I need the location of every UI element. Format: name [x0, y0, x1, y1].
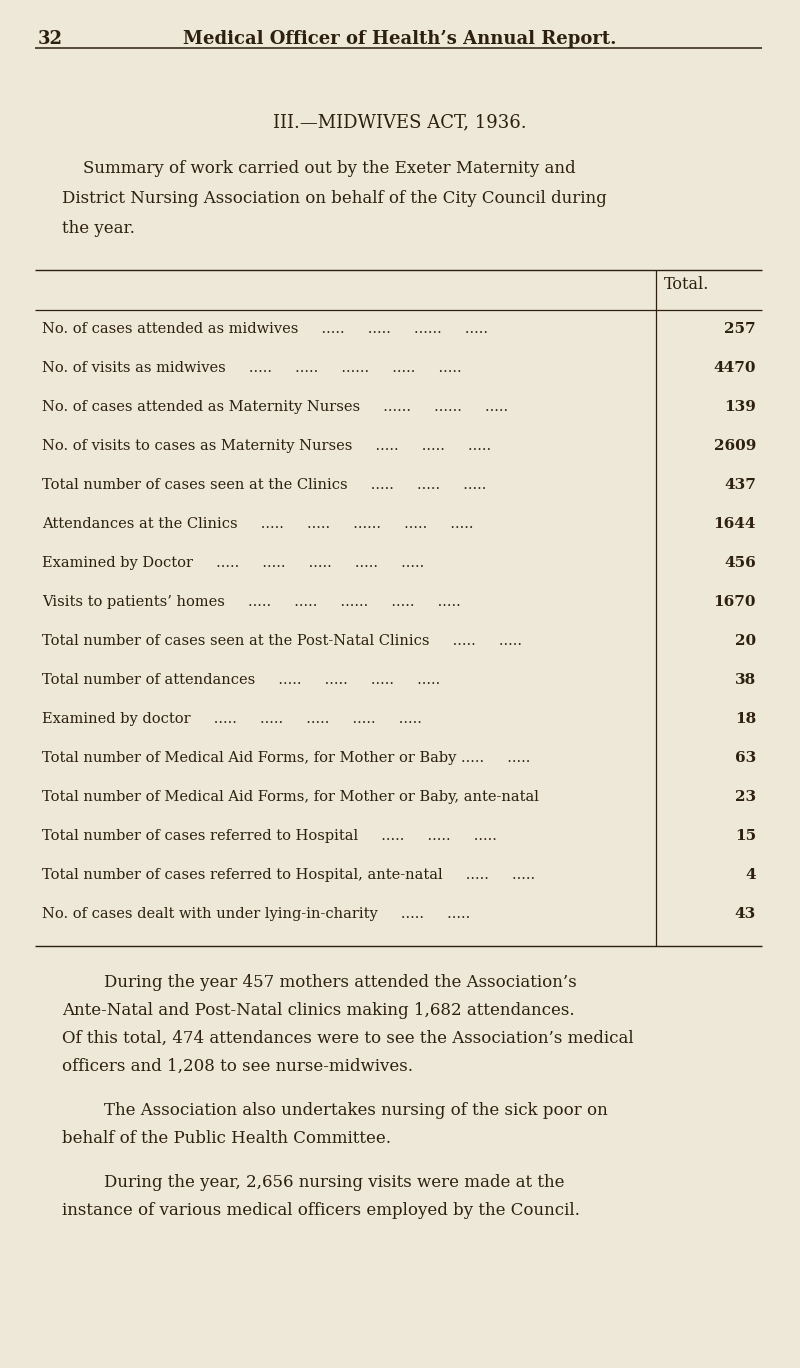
Text: officers and 1,208 to see nurse-midwives.: officers and 1,208 to see nurse-midwives…	[62, 1057, 413, 1075]
Text: Total number of cases referred to Hospital     .....     .....     .....: Total number of cases referred to Hospit…	[42, 829, 497, 843]
Text: No. of visits as midwives     .....     .....     ......     .....     .....: No. of visits as midwives ..... ..... ..…	[42, 361, 462, 375]
Text: the year.: the year.	[62, 220, 135, 237]
Text: No. of cases dealt with under lying-in-charity     .....     .....: No. of cases dealt with under lying-in-c…	[42, 907, 470, 921]
Text: 15: 15	[735, 829, 756, 843]
Text: No. of cases attended as Maternity Nurses     ......     ......     .....: No. of cases attended as Maternity Nurse…	[42, 399, 508, 415]
Text: No. of cases attended as midwives     .....     .....     ......     .....: No. of cases attended as midwives ..... …	[42, 321, 488, 337]
Text: Attendances at the Clinics     .....     .....     ......     .....     .....: Attendances at the Clinics ..... ..... .…	[42, 517, 474, 531]
Text: Examined by Doctor     .....     .....     .....     .....     .....: Examined by Doctor ..... ..... ..... ...…	[42, 555, 424, 570]
Text: Total.: Total.	[664, 276, 710, 293]
Text: Ante-Natal and Post-Natal clinics making 1,682 attendances.: Ante-Natal and Post-Natal clinics making…	[62, 1001, 574, 1019]
Text: 18: 18	[734, 711, 756, 726]
Text: 4: 4	[746, 869, 756, 882]
Text: 456: 456	[724, 555, 756, 570]
Text: Total number of attendances     .....     .....     .....     .....: Total number of attendances ..... ..... …	[42, 673, 440, 687]
Text: 4470: 4470	[714, 361, 756, 375]
Text: 437: 437	[724, 477, 756, 492]
Text: District Nursing Association on behalf of the City Council during: District Nursing Association on behalf o…	[62, 190, 606, 207]
Text: Medical Officer of Health’s Annual Report.: Medical Officer of Health’s Annual Repor…	[183, 30, 617, 48]
Text: 139: 139	[724, 399, 756, 415]
Text: During the year 457 mothers attended the Association’s: During the year 457 mothers attended the…	[62, 974, 577, 990]
Text: 257: 257	[724, 321, 756, 337]
Text: During the year, 2,656 nursing visits were made at the: During the year, 2,656 nursing visits we…	[62, 1174, 565, 1192]
Text: III.—MIDWIVES ACT, 1936.: III.—MIDWIVES ACT, 1936.	[273, 114, 527, 131]
Text: 1670: 1670	[714, 595, 756, 609]
Text: Total number of cases seen at the Post-Natal Clinics     .....     .....: Total number of cases seen at the Post-N…	[42, 633, 522, 648]
Text: instance of various medical officers employed by the Council.: instance of various medical officers emp…	[62, 1202, 580, 1219]
Text: behalf of the Public Health Committee.: behalf of the Public Health Committee.	[62, 1130, 391, 1146]
Text: Of this total, 474 attendances were to see the Association’s medical: Of this total, 474 attendances were to s…	[62, 1030, 634, 1047]
Text: 38: 38	[734, 673, 756, 687]
Text: 43: 43	[734, 907, 756, 921]
Text: Total number of cases referred to Hospital, ante-natal     .....     .....: Total number of cases referred to Hospit…	[42, 869, 535, 882]
Text: Total number of Medical Aid Forms, for Mother or Baby .....     .....: Total number of Medical Aid Forms, for M…	[42, 751, 530, 765]
Text: 23: 23	[735, 789, 756, 804]
Text: No. of visits to cases as Maternity Nurses     .....     .....     .....: No. of visits to cases as Maternity Nurs…	[42, 439, 491, 453]
Text: The Association also undertakes nursing of the sick poor on: The Association also undertakes nursing …	[62, 1103, 608, 1119]
Text: Total number of Medical Aid Forms, for Mother or Baby, ante-natal: Total number of Medical Aid Forms, for M…	[42, 789, 539, 804]
Text: Total number of cases seen at the Clinics     .....     .....     .....: Total number of cases seen at the Clinic…	[42, 477, 486, 492]
Text: 2609: 2609	[714, 439, 756, 453]
Text: Summary of work carried out by the Exeter Maternity and: Summary of work carried out by the Exete…	[62, 160, 576, 176]
Text: 63: 63	[734, 751, 756, 765]
Text: Visits to patients’ homes     .....     .....     ......     .....     .....: Visits to patients’ homes ..... ..... ..…	[42, 595, 461, 609]
Text: 32: 32	[38, 30, 63, 48]
Text: Examined by doctor     .....     .....     .....     .....     .....: Examined by doctor ..... ..... ..... ...…	[42, 711, 422, 726]
Text: 20: 20	[735, 633, 756, 648]
Text: 1644: 1644	[714, 517, 756, 531]
